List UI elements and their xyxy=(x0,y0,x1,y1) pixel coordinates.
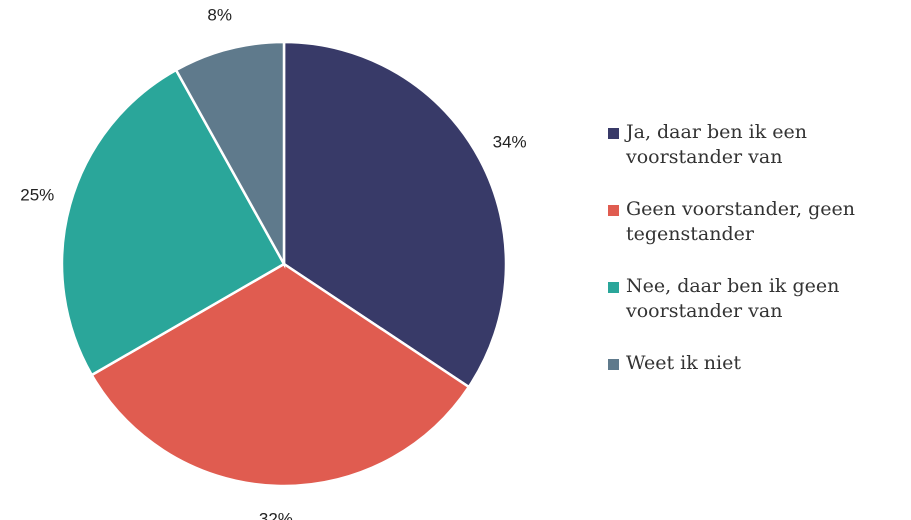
legend: Ja, daar ben ik een voorstander van Geen … xyxy=(608,120,908,403)
legend-swatch xyxy=(608,205,619,216)
pie-chart: 34% 32% 25% 8% xyxy=(20,6,527,520)
legend-label: Geen voorstander, geen tegenstander xyxy=(626,198,855,245)
legend-item: Nee, daar ben ik geen voorstander van xyxy=(608,274,908,324)
legend-label: Weet ik niet xyxy=(626,352,741,374)
data-label: 32% xyxy=(259,509,293,520)
data-label: 8% xyxy=(207,6,232,25)
data-label: 34% xyxy=(493,133,527,152)
legend-swatch xyxy=(608,282,619,293)
pie-slice xyxy=(90,262,471,488)
legend-item: Ja, daar ben ik een voorstander van xyxy=(608,120,908,170)
legend-label: Ja, daar ben ik een voorstander van xyxy=(626,121,808,168)
legend-swatch xyxy=(608,359,619,370)
data-label: 25% xyxy=(20,185,54,204)
pie-slice xyxy=(60,68,286,377)
pie-slice xyxy=(174,40,286,269)
legend-label: Nee, daar ben ik geen voorstander van xyxy=(626,275,840,322)
legend-item: Geen voorstander, geen tegenstander xyxy=(608,197,908,247)
legend-swatch xyxy=(608,128,619,139)
legend-item: Weet ik niet xyxy=(608,351,908,376)
